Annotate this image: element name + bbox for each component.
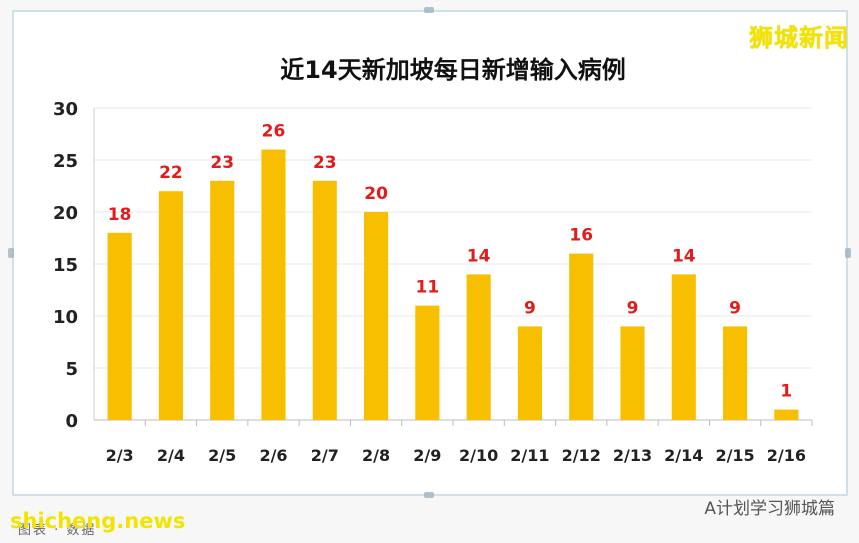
x-tick-label: 2/3 <box>106 446 134 465</box>
resize-handle-top[interactable] <box>424 7 434 13</box>
data-label: 16 <box>569 226 593 246</box>
data-label: 23 <box>313 153 337 173</box>
footer-note: 图表 · 数据 <box>18 523 97 538</box>
data-label: 14 <box>467 246 491 266</box>
y-tick-label: 15 <box>53 255 78 276</box>
y-tick-label: 10 <box>53 307 78 328</box>
y-tick-label: 25 <box>53 151 78 172</box>
resize-handle-right[interactable] <box>845 248 851 258</box>
bar[interactable] <box>466 274 491 420</box>
resize-handle-left[interactable] <box>8 248 14 258</box>
y-tick-label: 20 <box>53 203 78 224</box>
y-tick-label: 5 <box>65 359 78 380</box>
data-label: 9 <box>524 298 536 318</box>
brand-watermark-bottom: shicheng.news <box>10 509 186 533</box>
bar[interactable] <box>210 180 235 420</box>
bar[interactable] <box>620 326 645 420</box>
brand-watermark-bottom-right: A计划学习狮城篇 <box>704 499 835 519</box>
x-tick-label: 2/12 <box>562 446 601 465</box>
x-tick-label: 2/13 <box>613 446 652 465</box>
bar[interactable] <box>569 253 594 420</box>
bar[interactable] <box>517 326 542 420</box>
bar[interactable] <box>312 180 337 420</box>
bar[interactable] <box>774 409 799 420</box>
x-tick-label: 2/4 <box>157 446 185 465</box>
x-tick-label: 2/5 <box>208 446 236 465</box>
x-tick-label: 2/6 <box>259 446 287 465</box>
bar[interactable] <box>671 274 696 420</box>
chart-title: 近14天新加坡每日新增输入病例 <box>280 56 625 84</box>
data-label: 1 <box>780 382 792 402</box>
x-tick-label: 2/10 <box>459 446 498 465</box>
brand-watermark-top: 狮城新闻 <box>749 24 849 52</box>
x-tick-label: 2/9 <box>413 446 441 465</box>
bar[interactable] <box>415 305 440 420</box>
x-tick-label: 2/14 <box>664 446 703 465</box>
data-label: 9 <box>627 298 639 318</box>
data-label: 23 <box>210 153 234 173</box>
x-tick-label: 2/7 <box>311 446 339 465</box>
chart-container[interactable]: 近14天新加坡每日新增输入病例 0 5 10 15 20 25 30 18 2/3 22 2/4 23 2… <box>12 10 848 496</box>
bar[interactable] <box>723 326 748 420</box>
bar[interactable] <box>107 232 132 420</box>
x-tick-label: 2/16 <box>767 446 806 465</box>
data-label: 11 <box>416 278 440 298</box>
bar-chart: 近14天新加坡每日新增输入病例 0 5 10 15 20 25 30 18 2/3 22 2/4 23 2… <box>53 56 813 465</box>
data-label: 26 <box>262 122 286 142</box>
x-tick-label: 2/8 <box>362 446 390 465</box>
data-label: 22 <box>159 163 183 183</box>
x-tick-label: 2/15 <box>715 446 754 465</box>
data-label: 14 <box>672 246 696 266</box>
data-label: 18 <box>108 205 132 225</box>
data-label: 20 <box>364 184 388 204</box>
x-tick-label: 2/11 <box>510 446 549 465</box>
bar[interactable] <box>364 212 389 420</box>
bar[interactable] <box>261 149 286 420</box>
y-tick-label: 30 <box>53 99 78 120</box>
y-tick-label: 0 <box>65 411 78 432</box>
data-label: 9 <box>729 298 741 318</box>
resize-handle-bottom[interactable] <box>424 492 434 498</box>
bar[interactable] <box>158 191 183 420</box>
